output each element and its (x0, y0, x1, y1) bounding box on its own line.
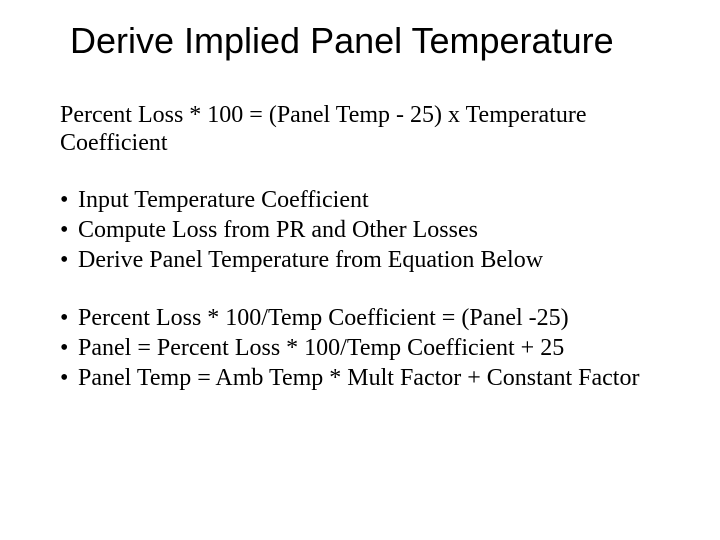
bullet-group-2: Percent Loss * 100/Temp Coefficient = (P… (60, 303, 660, 393)
slide-title: Derive Implied Panel Temperature (70, 20, 660, 62)
list-item: Input Temperature Coefficient (60, 185, 660, 215)
slide: Derive Implied Panel Temperature Percent… (0, 0, 720, 540)
list-item: Panel Temp = Amb Temp * Mult Factor + Co… (60, 363, 660, 393)
main-equation: Percent Loss * 100 = (Panel Temp - 25) x… (60, 102, 660, 157)
list-item: Derive Panel Temperature from Equation B… (60, 245, 660, 275)
list-item: Percent Loss * 100/Temp Coefficient = (P… (60, 303, 660, 333)
bullet-group-1: Input Temperature Coefficient Compute Lo… (60, 185, 660, 275)
list-item: Panel = Percent Loss * 100/Temp Coeffici… (60, 333, 660, 363)
list-item: Compute Loss from PR and Other Losses (60, 215, 660, 245)
